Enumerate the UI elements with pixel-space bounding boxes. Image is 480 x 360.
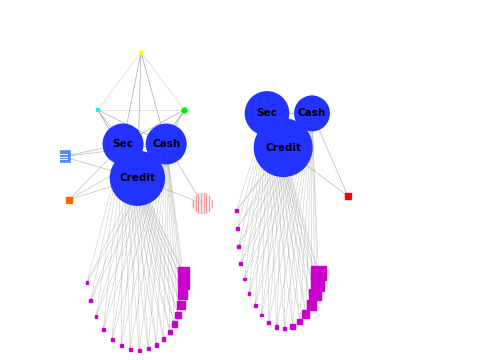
Circle shape bbox=[254, 119, 312, 176]
Bar bbox=[267, 321, 270, 324]
Bar bbox=[138, 349, 141, 352]
Bar bbox=[178, 278, 189, 289]
Text: Cash: Cash bbox=[152, 139, 180, 149]
Bar bbox=[297, 319, 302, 324]
Bar bbox=[235, 209, 238, 212]
Bar bbox=[243, 278, 246, 280]
Bar bbox=[85, 281, 88, 284]
Bar bbox=[147, 347, 150, 350]
Bar bbox=[120, 344, 123, 347]
Circle shape bbox=[245, 92, 288, 135]
Circle shape bbox=[110, 151, 164, 205]
Text: Sec: Sec bbox=[113, 139, 133, 149]
Bar bbox=[111, 338, 114, 341]
Bar bbox=[290, 324, 295, 329]
Bar bbox=[95, 315, 97, 318]
Bar bbox=[129, 348, 132, 351]
Circle shape bbox=[295, 96, 329, 131]
Bar bbox=[236, 227, 239, 230]
Bar bbox=[56, 151, 70, 162]
Bar bbox=[177, 301, 184, 309]
Bar bbox=[178, 267, 189, 278]
Bar bbox=[275, 325, 278, 328]
Circle shape bbox=[146, 124, 186, 164]
Bar bbox=[248, 292, 251, 295]
Text: Sec: Sec bbox=[257, 108, 277, 118]
Bar bbox=[302, 310, 310, 318]
Circle shape bbox=[192, 193, 212, 213]
Bar bbox=[89, 299, 92, 302]
Bar bbox=[102, 328, 105, 331]
Circle shape bbox=[103, 124, 143, 164]
Bar bbox=[253, 304, 256, 307]
Bar bbox=[172, 321, 177, 327]
Bar bbox=[155, 343, 158, 346]
Bar bbox=[162, 337, 166, 341]
Text: Cash: Cash bbox=[298, 108, 326, 118]
Text: Credit: Credit bbox=[120, 173, 156, 183]
Bar bbox=[260, 314, 263, 316]
Bar bbox=[237, 245, 240, 248]
Bar bbox=[309, 289, 321, 300]
Bar bbox=[66, 197, 72, 203]
Bar bbox=[178, 290, 187, 299]
Bar bbox=[311, 277, 324, 291]
Bar bbox=[239, 262, 242, 265]
Bar bbox=[311, 266, 325, 280]
Bar bbox=[175, 312, 181, 318]
Bar bbox=[307, 300, 316, 310]
Bar bbox=[283, 327, 287, 330]
Text: Credit: Credit bbox=[265, 143, 301, 153]
Bar bbox=[168, 330, 172, 334]
Bar bbox=[345, 193, 351, 199]
